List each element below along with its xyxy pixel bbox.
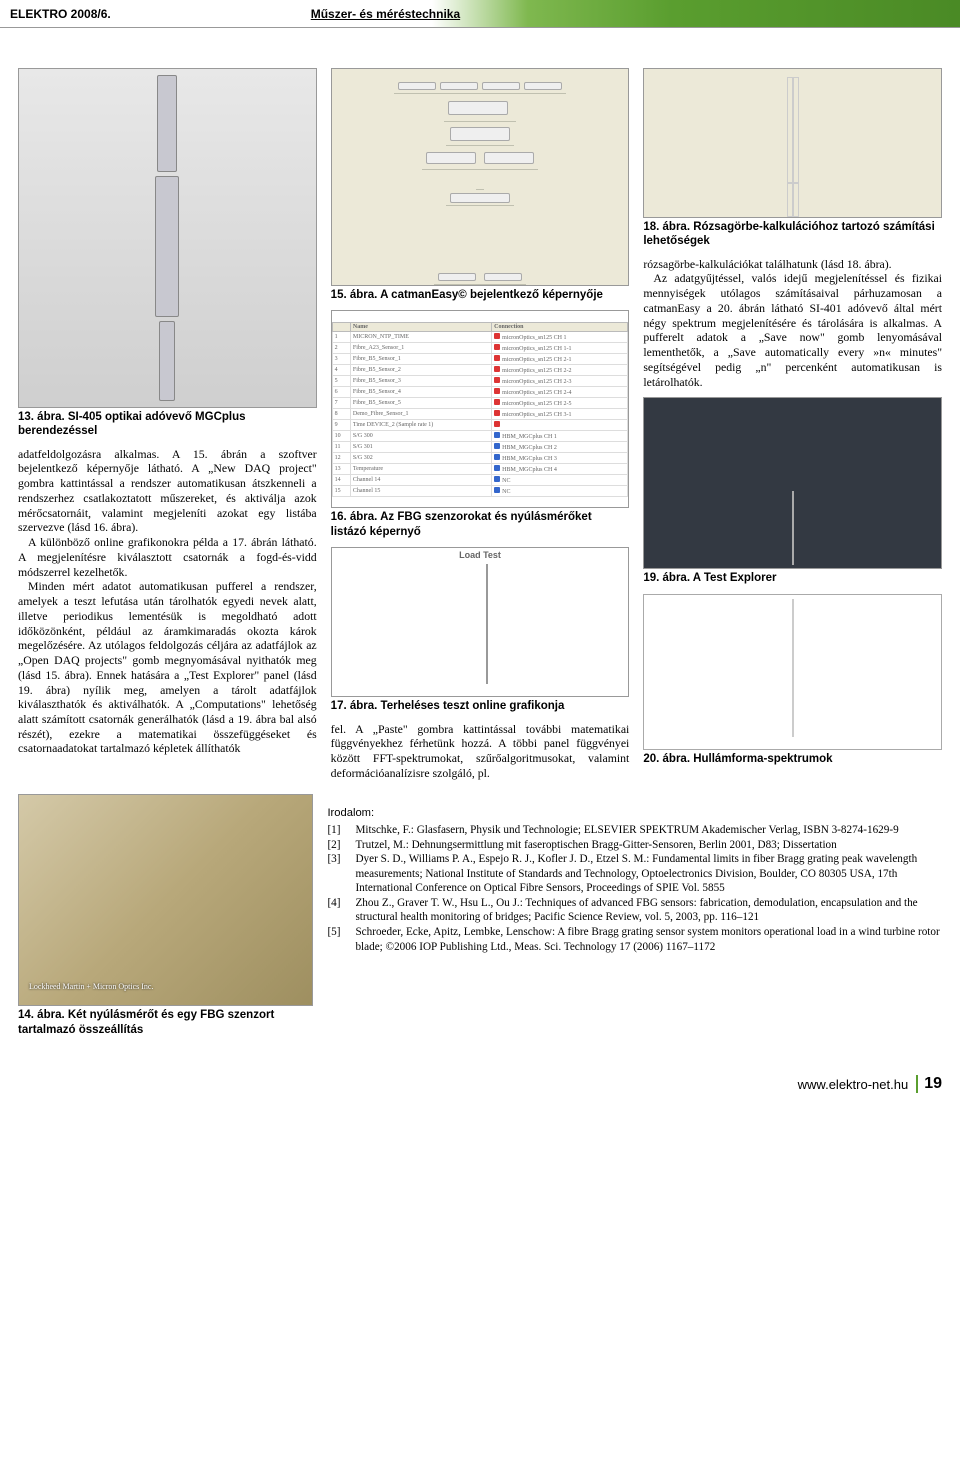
bibliography-item: [2]Trutzel, M.: Dehnungsermittlung mit f… — [327, 838, 942, 853]
figure-16: Name Connection 1MICRON_NTP_TIMEmicronOp… — [331, 310, 630, 539]
col2-text: fel. A „Paste" gombra kattintással továb… — [331, 722, 630, 781]
lower-left: Lockheed Martin + Micron Optics Inc. 14.… — [18, 794, 313, 1045]
bibliography-item: [5]Schroeder, Ecke, Apitz, Lembke, Lensc… — [327, 925, 942, 954]
table-row: 6Fibre_B5_Sensor_4micronOptics_sn125 CH … — [332, 386, 628, 397]
bibliography-list: [1]Mitschke, F.: Glasfasern, Physik und … — [327, 823, 942, 954]
figure-19-caption: 19. ábra. A Test Explorer — [643, 571, 942, 585]
figure-13: 13. ábra. SI-405 optikai adóvevő MGCplus… — [18, 68, 317, 439]
table-row: 13TemperatureHBM_MGCplus CH 4 — [332, 463, 628, 474]
table-row: 8Demo_Fibre_Sensor_1micronOptics_sn125 C… — [332, 408, 628, 419]
col1-para2: A különböző online grafikonokra példa a … — [18, 535, 317, 579]
bibliography-title: Irodalom: — [327, 806, 942, 821]
column-1: 13. ábra. SI-405 optikai adóvevő MGCplus… — [18, 68, 317, 780]
table-row: 7Fibre_B5_Sensor_5micronOptics_sn125 CH … — [332, 397, 628, 408]
figure-20: 20. ábra. Hullámforma-spektrumok — [643, 594, 942, 766]
table-row: 10S/G 300HBM_MGCplus CH 1 — [332, 430, 628, 441]
col3-para1: rózsagörbe-kalkulációkat találhatunk (lá… — [643, 257, 942, 272]
fig14-overlay-label: Lockheed Martin + Micron Optics Inc. — [29, 982, 153, 991]
col3-para2: Az adatgyűjtéssel, valós idejű megjelení… — [643, 271, 942, 389]
figure-13-caption: 13. ábra. SI-405 optikai adóvevő MGCplus… — [18, 410, 317, 439]
page-header: ELEKTRO 2008/6. Műszer- és méréstechnika — [0, 0, 960, 28]
table-row: 12S/G 302HBM_MGCplus CH 3 — [332, 452, 628, 463]
page-body: 13. ábra. SI-405 optikai adóvevő MGCplus… — [0, 28, 960, 1111]
figure-17-image: Load Test — [331, 547, 630, 697]
fig16-th-2: Connection — [492, 322, 628, 331]
figure-17-caption: 17. ábra. Terheléses teszt online grafik… — [331, 699, 630, 713]
col3-text: rózsagörbe-kalkulációkat találhatunk (lá… — [643, 257, 942, 390]
fig16-th-1: Name — [350, 322, 491, 331]
bibliography-item: [1]Mitschke, F.: Glasfasern, Physik und … — [327, 823, 942, 838]
figure-18-image — [643, 68, 942, 218]
table-row: 11S/G 301HBM_MGCplus CH 2 — [332, 441, 628, 452]
fig16-th-0 — [332, 322, 350, 331]
figure-14: Lockheed Martin + Micron Optics Inc. 14.… — [18, 794, 313, 1037]
figure-16-caption: 16. ábra. Az FBG szenzorokat és nyúlásmé… — [331, 510, 630, 539]
table-row: 2Fibre_A23_Sensor_1micronOptics_sn125 CH… — [332, 342, 628, 353]
page-footer: www.elektro-net.hu 19 — [18, 1075, 942, 1093]
table-row: 5Fibre_B5_Sensor_3micronOptics_sn125 CH … — [332, 375, 628, 386]
table-row: 9Time DEVICE_2 (Sample rate 1) — [332, 419, 628, 430]
table-row: 1MICRON_NTP_TIMEmicronOptics_sn125 CH 1 — [332, 331, 628, 342]
col1-para1: adatfeldolgozásra alkalmas. A 15. ábrán … — [18, 447, 317, 535]
lower-right: Irodalom: [1]Mitschke, F.: Glasfasern, P… — [327, 794, 942, 1045]
table-row: 15Channel 15NC — [332, 485, 628, 496]
table-row: 3Fibre_B5_Sensor_1micronOptics_sn125 CH … — [332, 353, 628, 364]
col2-para1: fel. A „Paste" gombra kattintással továb… — [331, 722, 630, 781]
col1-text: adatfeldolgozásra alkalmas. A 15. ábrán … — [18, 447, 317, 756]
col1-para3: Minden mért adatot automatikusan puffere… — [18, 579, 317, 756]
footer-url: www.elektro-net.hu — [798, 1077, 909, 1092]
bibliography-item: [4]Zhou Z., Graver T. W., Hsu L., Ou J.:… — [327, 896, 942, 925]
bibliography: Irodalom: [1]Mitschke, F.: Glasfasern, P… — [327, 806, 942, 954]
three-columns: 13. ábra. SI-405 optikai adóvevő MGCplus… — [18, 68, 942, 780]
table-row: 4Fibre_B5_Sensor_2micronOptics_sn125 CH … — [332, 364, 628, 375]
figure-18-caption: 18. ábra. Rózsagörbe-kalkulációhoz tarto… — [643, 220, 942, 249]
figure-15-image — [331, 68, 630, 286]
footer-page-number: 19 — [916, 1075, 942, 1093]
column-3: 18. ábra. Rózsagörbe-kalkulációhoz tarto… — [643, 68, 942, 780]
figure-17: Load Test 17. ábra. Terheléses teszt onl… — [331, 547, 630, 713]
figure-14-caption: 14. ábra. Két nyúlásmérőt és egy FBG sze… — [18, 1008, 313, 1037]
column-2: 15. ábra. A catmanEasy© bejelentkező kép… — [331, 68, 630, 780]
table-row: 14Channel 14NC — [332, 474, 628, 485]
fig17-plot — [486, 564, 488, 684]
section-title: Műszer- és méréstechnika — [311, 7, 460, 21]
fig16-table: Name Connection 1MICRON_NTP_TIMEmicronOp… — [332, 322, 629, 497]
figure-13-image — [18, 68, 317, 408]
figure-14-image: Lockheed Martin + Micron Optics Inc. — [18, 794, 313, 1006]
bibliography-item: [3]Dyer S. D., Williams P. A., Espejo R.… — [327, 852, 942, 896]
figure-16-image: Name Connection 1MICRON_NTP_TIMEmicronOp… — [331, 310, 630, 508]
lower-row: Lockheed Martin + Micron Optics Inc. 14.… — [18, 794, 942, 1045]
figure-19: 19. ábra. A Test Explorer — [643, 397, 942, 585]
figure-19-image — [643, 397, 942, 569]
figure-18: 18. ábra. Rózsagörbe-kalkulációhoz tarto… — [643, 68, 942, 249]
figure-20-caption: 20. ábra. Hullámforma-spektrumok — [643, 752, 942, 766]
magazine-issue: ELEKTRO 2008/6. — [10, 7, 111, 21]
figure-15: 15. ábra. A catmanEasy© bejelentkező kép… — [331, 68, 630, 302]
figure-15-caption: 15. ábra. A catmanEasy© bejelentkező kép… — [331, 288, 630, 302]
fig17-title: Load Test — [457, 548, 503, 562]
figure-20-image — [643, 594, 942, 750]
